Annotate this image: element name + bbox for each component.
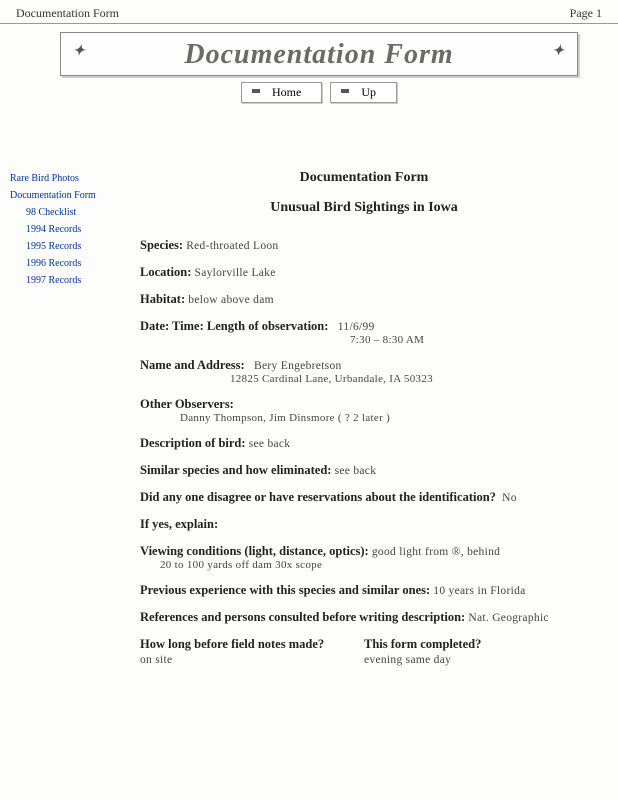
topbar: Documentation Form Page 1 — [0, 0, 618, 24]
viewing-value2: 20 to 100 yards off dam 30x scope — [140, 559, 588, 571]
species-value: Red-throated Loon — [186, 240, 278, 252]
disagree-label: Did any one disagree or have reservation… — [140, 490, 496, 504]
row-notes-completed: How long before field notes made? on sit… — [140, 637, 588, 667]
prev-value: 10 years in Florida — [433, 585, 525, 597]
habitat-label: Habitat: — [140, 292, 185, 306]
species-label: Species: — [140, 238, 183, 252]
location-value: Saylorville Lake — [195, 267, 276, 279]
datetime-value2: 7:30 – 8:30 AM — [140, 334, 588, 346]
row-observers: Other Observers: Danny Thompson, Jim Din… — [140, 397, 588, 424]
row-name: Name and Address: Bery Engebretson 12825… — [140, 358, 588, 385]
row-viewing: Viewing conditions (light, distance, opt… — [140, 544, 588, 571]
up-button[interactable]: Up — [330, 82, 397, 103]
col-completed: This form completed? evening same day — [364, 637, 588, 667]
name-value: Bery Engebretson — [254, 360, 342, 372]
completed-value: evening same day — [364, 654, 451, 666]
nav-row: Home Up — [60, 82, 578, 103]
refs-value: Nat. Geographic — [468, 612, 549, 624]
row-habitat: Habitat: below above dam — [140, 292, 588, 307]
sidebar-item-1997-records[interactable]: 1997 Records — [10, 272, 120, 289]
desc-label: Description of bird: — [140, 436, 246, 450]
row-disagree: Did any one disagree or have reservation… — [140, 490, 588, 505]
row-location: Location: Saylorville Lake — [140, 265, 588, 280]
form-body: Documentation Form Unusual Bird Sighting… — [140, 170, 588, 679]
refs-label: References and persons consulted before … — [140, 610, 465, 624]
banner-mark-right: ✦ — [552, 43, 565, 60]
row-refs: References and persons consulted before … — [140, 610, 588, 625]
ifyes-label: If yes, explain: — [140, 517, 218, 531]
page: Documentation Form Page 1 ✦ Documentatio… — [0, 0, 618, 800]
row-prev: Previous experience with this species an… — [140, 583, 588, 598]
observers-value: Danny Thompson, Jim Dinsmore ( ? 2 later… — [140, 412, 588, 424]
sidebar-item-rare-bird-photos[interactable]: Rare Bird Photos — [10, 170, 120, 187]
form-subheading: Unusual Bird Sightings in Iowa — [140, 200, 588, 216]
sidebar: Rare Bird Photos Documentation Form 98 C… — [10, 170, 120, 289]
banner-title: Documentation Form — [184, 39, 453, 70]
title-banner: ✦ Documentation Form ✦ — [60, 32, 578, 76]
location-label: Location: — [140, 265, 191, 279]
name-label: Name and Address: — [140, 358, 245, 372]
banner-mark-left: ✦ — [73, 43, 86, 60]
observers-label: Other Observers: — [140, 397, 234, 411]
viewing-value: good light from ®, behind — [372, 546, 500, 558]
disagree-value: No — [502, 492, 517, 504]
sidebar-item-1996-records[interactable]: 1996 Records — [10, 255, 120, 272]
notes-label: How long before field notes made? — [140, 637, 324, 651]
desc-value: see back — [249, 438, 291, 450]
datetime-label: Date: Time: Length of observation: — [140, 319, 328, 333]
row-description: Description of bird: see back — [140, 436, 588, 451]
sidebar-item-98-checklist[interactable]: 98 Checklist — [10, 204, 120, 221]
row-species: Species: Red-throated Loon — [140, 238, 588, 253]
completed-label: This form completed? — [364, 637, 481, 651]
notes-value: on site — [140, 654, 172, 666]
header-block: ✦ Documentation Form ✦ Home Up — [60, 32, 578, 103]
sidebar-item-1994-records[interactable]: 1994 Records — [10, 221, 120, 238]
col-notes: How long before field notes made? on sit… — [140, 637, 364, 667]
row-datetime: Date: Time: Length of observation: 11/6/… — [140, 319, 588, 346]
sidebar-item-documentation-form[interactable]: Documentation Form — [10, 187, 120, 204]
prev-label: Previous experience with this species an… — [140, 583, 430, 597]
name-value2: 12825 Cardinal Lane, Urbandale, IA 50323 — [140, 373, 588, 385]
form-heading: Documentation Form — [140, 170, 588, 186]
habitat-value: below above dam — [188, 294, 274, 306]
topbar-left: Documentation Form — [16, 6, 119, 21]
similar-value: see back — [335, 465, 377, 477]
viewing-label: Viewing conditions (light, distance, opt… — [140, 544, 369, 558]
home-button[interactable]: Home — [241, 82, 322, 103]
similar-label: Similar species and how eliminated: — [140, 463, 331, 477]
row-similar: Similar species and how eliminated: see … — [140, 463, 588, 478]
datetime-value: 11/6/99 — [338, 321, 375, 333]
row-ifyes: If yes, explain: — [140, 517, 588, 532]
sidebar-item-1995-records[interactable]: 1995 Records — [10, 238, 120, 255]
topbar-right: Page 1 — [570, 6, 602, 21]
